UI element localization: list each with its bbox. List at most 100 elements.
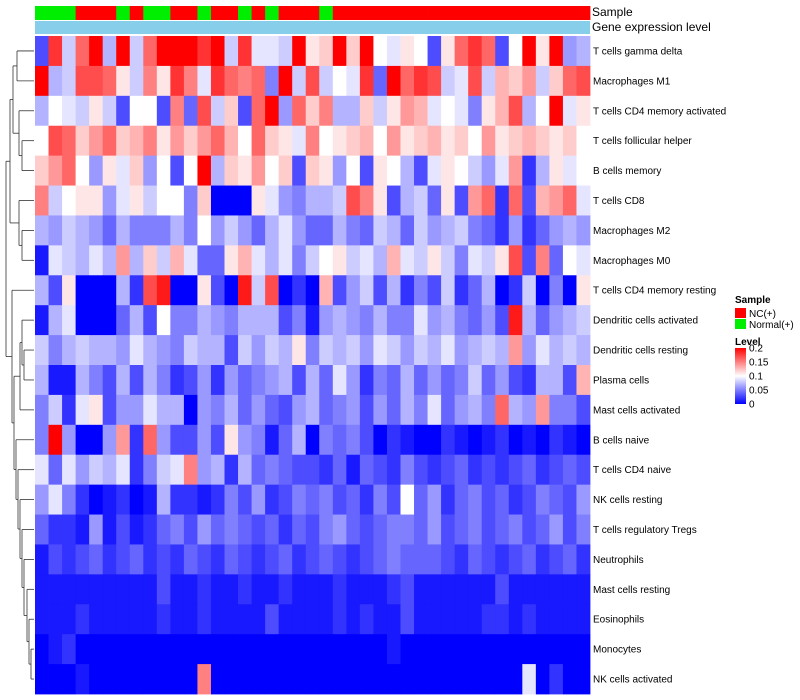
heatmap-cell (562, 95, 577, 127)
heatmap-cell (143, 245, 158, 276)
heatmap-cell (495, 514, 510, 545)
heatmap-cell (522, 574, 537, 605)
heatmap-cell (522, 424, 537, 456)
heatmap-cell (129, 634, 144, 665)
heatmap-cell (454, 454, 469, 486)
heatmap-cell (549, 514, 564, 545)
heatmap-cell (265, 125, 280, 157)
heatmap-cell (116, 155, 131, 186)
heatmap-cell (251, 514, 266, 545)
heatmap-cell (210, 95, 225, 127)
heatmap-cell (468, 185, 483, 216)
heatmap-cell (75, 424, 90, 456)
heatmap-cell (75, 95, 90, 127)
heatmap-cell (454, 514, 469, 545)
heatmap-cell (441, 514, 456, 545)
heatmap-cell (319, 574, 334, 605)
heatmap-cell (224, 604, 239, 635)
heatmap-cell (62, 36, 77, 67)
sample-cell (35, 6, 49, 20)
heatmap-cell (400, 125, 415, 157)
heatmap-cell (305, 394, 320, 426)
legend-swatch-nc (735, 308, 746, 318)
heatmap-cell (454, 544, 469, 575)
heatmap-cell (224, 245, 239, 276)
heatmap-cell (156, 125, 171, 157)
heatmap-cell (373, 65, 388, 97)
heatmap-cell (495, 365, 510, 396)
heatmap-cell (414, 95, 428, 127)
heatmap-cell (129, 664, 144, 695)
heatmap-cell (278, 305, 293, 336)
heatmap-cell (35, 125, 49, 157)
heatmap-cell (562, 245, 577, 276)
heatmap-cell (305, 604, 320, 635)
heatmap-cell (292, 125, 307, 157)
legend-level-tick: 0.1 (749, 372, 763, 383)
heatmap-cell (183, 305, 198, 336)
heatmap-cell (75, 664, 90, 695)
heatmap-cell (386, 604, 401, 635)
heatmap-cell (292, 634, 307, 665)
heatmap-cell (305, 514, 320, 545)
heatmap-cell (102, 574, 117, 605)
heatmap-cell (265, 335, 280, 366)
heatmap-cell (278, 514, 293, 545)
heatmap-cell (576, 245, 591, 276)
heatmap-cell (102, 155, 117, 186)
heatmap-cell (562, 365, 577, 396)
heatmap-cell (278, 335, 293, 366)
heatmap-cell (386, 305, 401, 336)
heatmap-cell (156, 36, 171, 67)
heatmap-cell (468, 424, 483, 456)
heatmap-cell (535, 544, 550, 575)
heatmap-cell (535, 275, 550, 306)
heatmap-cell (75, 245, 90, 276)
heatmap-cell (454, 305, 469, 336)
heatmap-cell (386, 574, 401, 605)
heatmap-cell (481, 65, 496, 97)
heatmap-cell (359, 215, 374, 246)
heatmap-cell (549, 155, 564, 186)
heatmap-cell (319, 634, 334, 665)
heatmap-cell (197, 394, 212, 426)
heatmap-cell (441, 245, 456, 276)
heatmap-cell (224, 484, 239, 515)
heatmap-cell (292, 275, 307, 306)
heatmap-cell (414, 125, 428, 157)
heatmap-cell (292, 185, 307, 216)
heatmap-cell (183, 155, 198, 186)
heatmap-cell (468, 604, 483, 635)
heatmap-cell (535, 604, 550, 635)
heatmap-cell (183, 454, 198, 486)
heatmap-cell (170, 664, 185, 695)
heatmap-cell (62, 155, 77, 186)
heatmap-cell (89, 484, 104, 515)
heatmap-cell (265, 454, 280, 486)
heatmap-cell (89, 125, 104, 157)
heatmap-cell (508, 275, 523, 306)
heatmap-cell (481, 275, 496, 306)
legend-level-tick: 0 (749, 400, 755, 411)
heatmap-cell (468, 574, 483, 605)
heatmap-cell (305, 664, 320, 695)
heatmap-cell (576, 275, 591, 306)
heatmap-cell (562, 125, 577, 157)
heatmap-cell (305, 365, 320, 396)
heatmap-cell (89, 544, 104, 575)
heatmap-cell (400, 155, 415, 186)
heatmap-cell (143, 125, 158, 157)
heatmap-cell (576, 215, 591, 246)
heatmap-cell (278, 664, 293, 695)
heatmap-cell (481, 514, 496, 545)
heatmap-cell (427, 664, 442, 695)
row-label: B cells memory (593, 166, 661, 177)
heatmap-cell (278, 245, 293, 276)
heatmap-cell (576, 514, 591, 545)
row-label: T cells CD4 memory resting (593, 286, 716, 297)
heatmap-cell (102, 604, 117, 635)
heatmap-cell (35, 604, 49, 635)
heatmap-cell (238, 574, 252, 605)
heatmap-cell (386, 514, 401, 545)
heatmap-cell (129, 305, 144, 336)
